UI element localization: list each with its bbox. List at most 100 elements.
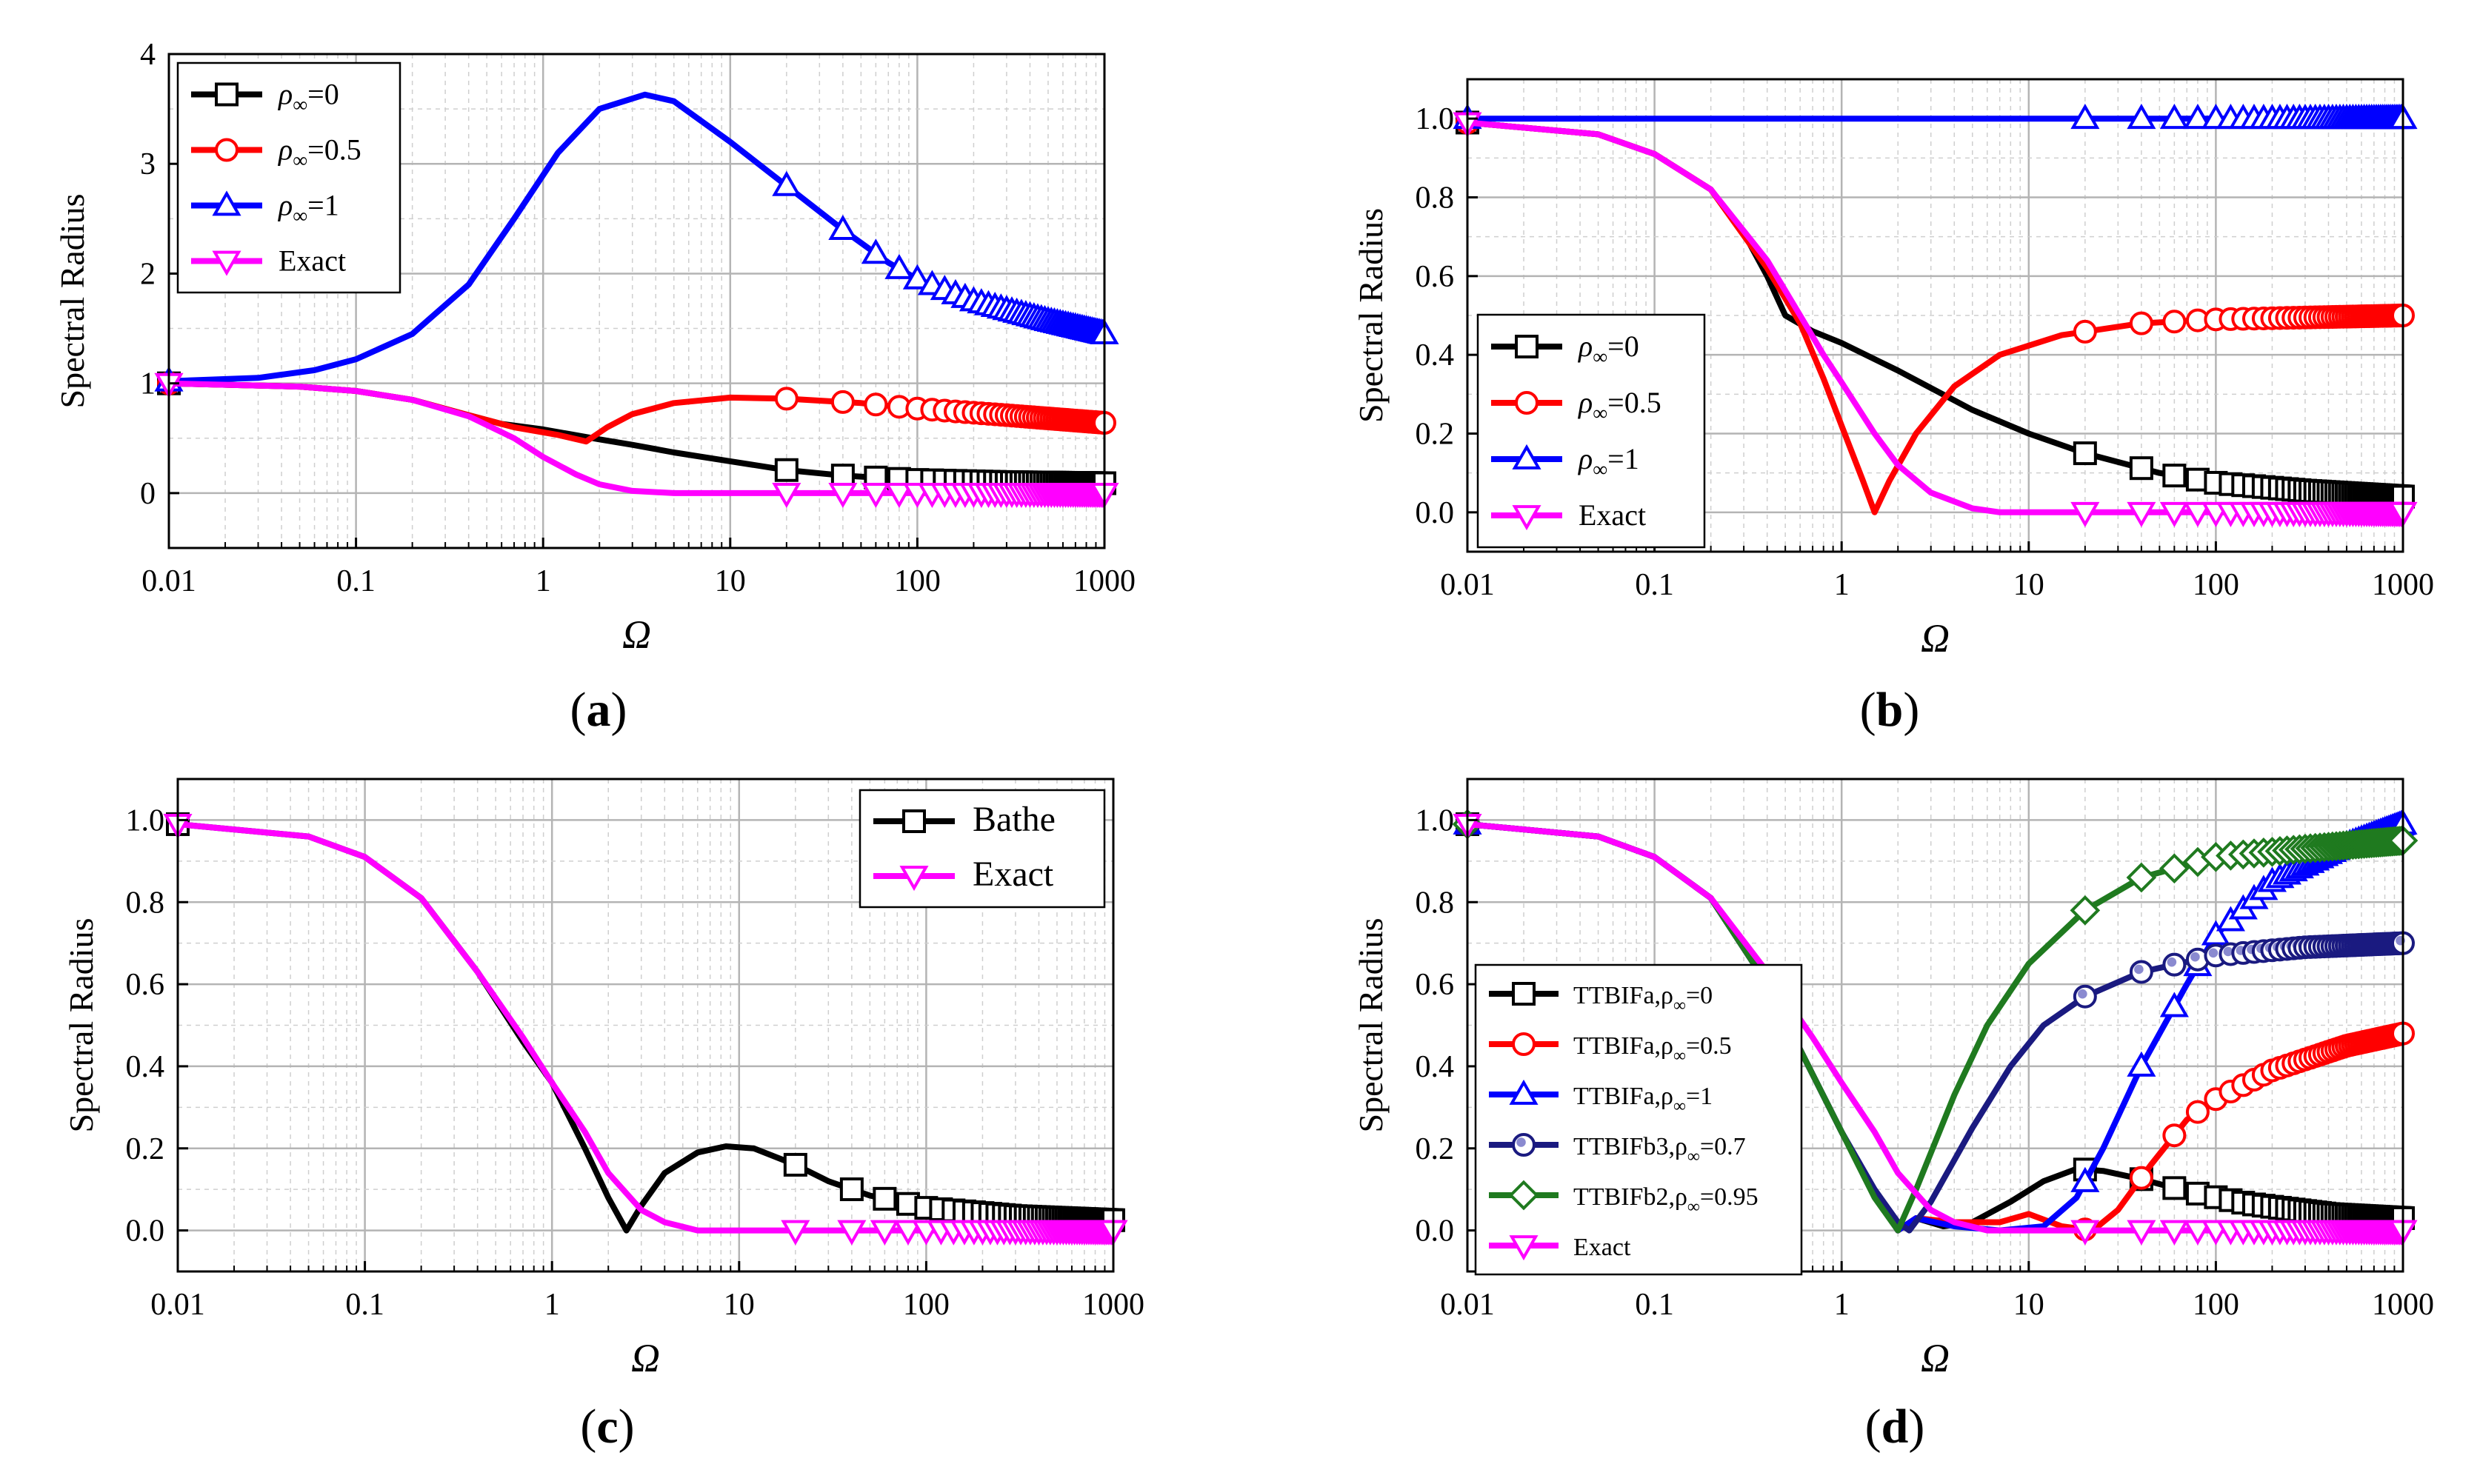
panel-letter: d	[1881, 1400, 1909, 1454]
legend-value: =0	[1686, 982, 1713, 1009]
y-tick-label: 0.0	[126, 1214, 165, 1249]
series-Exact	[1453, 814, 2418, 1246]
x-tick-label: 0.1	[336, 564, 376, 598]
data-point-marker	[774, 458, 799, 482]
data-point-marker	[2129, 456, 2153, 481]
data-point-marker	[830, 464, 855, 488]
x-axis-label: Ω	[1921, 1336, 1950, 1380]
legend-marker	[212, 190, 241, 216]
axes-frame	[1466, 78, 2404, 553]
y-tick-label: 1.0	[1416, 102, 1455, 136]
legend-value: =0.95	[1700, 1183, 1759, 1211]
data-point-marker	[870, 1220, 899, 1246]
legend-subscript: ∞	[1687, 1197, 1700, 1217]
data-point-marker-dot	[2208, 948, 2219, 958]
legend-item: Exact	[1489, 1234, 1631, 1261]
legend-label: ρ∞=1	[1577, 442, 1639, 481]
data-point-marker-dot	[2223, 946, 2233, 957]
data-point-marker	[837, 1220, 867, 1246]
legend-value: Exact	[1573, 1234, 1631, 1261]
x-tick-label: 1000	[1073, 564, 1136, 598]
data-point-marker	[2126, 862, 2157, 893]
legend-marker	[902, 809, 926, 833]
data-point-marker-dot	[2190, 952, 2200, 962]
legend-label: Exact	[1573, 1234, 1631, 1261]
legend-symbol: ρ	[1577, 442, 1593, 475]
x-tick-label: 1	[1834, 568, 1850, 602]
series-ρ∞=0.5	[1456, 110, 2415, 515]
legend-marker	[899, 866, 929, 892]
legend-symbol: ρ	[277, 133, 293, 167]
series-Exact	[163, 814, 1128, 1246]
y-tick-label: 0.4	[126, 1050, 165, 1084]
legend-item: TTBIFa,ρ∞=0	[1489, 982, 1713, 1015]
legend-marker	[212, 250, 241, 276]
x-tick-label: 10	[2013, 1288, 2044, 1322]
ticks: 0.01 0.1 1 10 100 1000 0.0 0.2 0.4 0.6 0.8 1.0	[126, 803, 1145, 1322]
legend-label: ρ∞=0.5	[1577, 386, 1661, 425]
data-point-marker	[2159, 853, 2190, 884]
y-tick-label: 1	[140, 367, 156, 401]
data-point-marker	[2159, 104, 2189, 130]
legend-marker	[1512, 1032, 1536, 1056]
data-point-marker	[828, 215, 858, 241]
legend-subscript: ∞	[293, 205, 307, 228]
legend-item: ρ∞=1	[1491, 442, 1639, 481]
legend-subscript: ∞	[1673, 996, 1686, 1015]
data-point-marker	[893, 1220, 923, 1246]
legend-item: TTBIFb3,ρ∞=0.7	[1489, 1133, 1746, 1166]
ticks: 0.01 0.1 1 10 100 1000 0.0 0.2 0.4 0.6 0.8 1.0	[1416, 102, 2435, 602]
data-point-marker	[2070, 1166, 2100, 1192]
data-point-marker	[2183, 104, 2213, 130]
series-markers	[163, 814, 1128, 1246]
x-axis-label: Ω	[622, 612, 651, 657]
data-point-marker	[772, 482, 801, 509]
y-tick-label: 0.2	[126, 1132, 165, 1166]
y-tick-label: 0.0	[1416, 1214, 1455, 1249]
legend-item: ρ∞=0.5	[1491, 386, 1661, 425]
y-tick-label: 0.8	[1416, 181, 1455, 215]
data-point-marker	[2162, 1123, 2187, 1148]
data-point-marker	[2070, 895, 2101, 926]
legend-marker	[1515, 391, 1539, 415]
axes-frame	[1466, 778, 2404, 1273]
legend-item: ρ∞=1	[191, 189, 339, 228]
legend-subscript: ∞	[293, 150, 307, 173]
y-axis-label: Spectral Radius	[62, 918, 100, 1133]
x-tick-label: 10	[2013, 568, 2044, 602]
legend-label: Exact	[279, 244, 346, 278]
data-point-marker	[2127, 1051, 2156, 1077]
data-point-marker	[884, 482, 914, 509]
data-point-marker	[864, 392, 888, 417]
series-markers	[154, 170, 1119, 392]
legend-value: Bathe	[973, 800, 1056, 839]
panel-b: 0.01 0.1 1 10 100 1000 0.0 0.2 0.4 0.6 0.8 1.0 Ω Spec…	[1352, 78, 2435, 737]
data-point-marker	[2162, 1176, 2187, 1200]
legend-symbol: ρ	[1577, 386, 1593, 419]
legend-subscript: ∞	[1673, 1097, 1686, 1116]
legend-item: Exact	[1491, 498, 1646, 532]
data-point-marker	[873, 1186, 897, 1211]
legend-subscript: ∞	[1593, 458, 1607, 481]
x-tick-label: 10	[715, 564, 746, 598]
legend-symbol: TTBIFb3,ρ	[1573, 1133, 1687, 1160]
legend-marker	[1512, 982, 1536, 1006]
x-axis-label: Ω	[631, 1336, 660, 1380]
panel-letter: b	[1876, 683, 1904, 737]
panel-a: 0.01 0.1 1 10 100 1000 0 1 2 3 4 Ω Spectral Radius (a…	[53, 38, 1136, 737]
data-point-marker-dot	[2134, 964, 2144, 975]
axes-frame	[167, 53, 1106, 549]
data-point-marker	[2129, 1166, 2153, 1190]
data-point-marker	[861, 238, 890, 264]
legend-marker-dot	[1516, 1137, 1526, 1147]
x-tick-label: 0.1	[1635, 568, 1674, 602]
x-tick-label: 1000	[2372, 1288, 2434, 1322]
legend-item: TTBIFa,ρ∞=1	[1489, 1079, 1713, 1116]
series-TTBIFb3,ρ∞=0.7	[1456, 812, 2415, 1234]
legend-symbol: ρ	[277, 78, 293, 111]
x-tick-label: 1000	[2372, 568, 2434, 602]
panel-letter: a	[587, 683, 611, 737]
y-tick-label: 0.8	[126, 886, 165, 920]
legend-value: =0	[307, 78, 339, 111]
legend-marker	[1515, 335, 1539, 358]
